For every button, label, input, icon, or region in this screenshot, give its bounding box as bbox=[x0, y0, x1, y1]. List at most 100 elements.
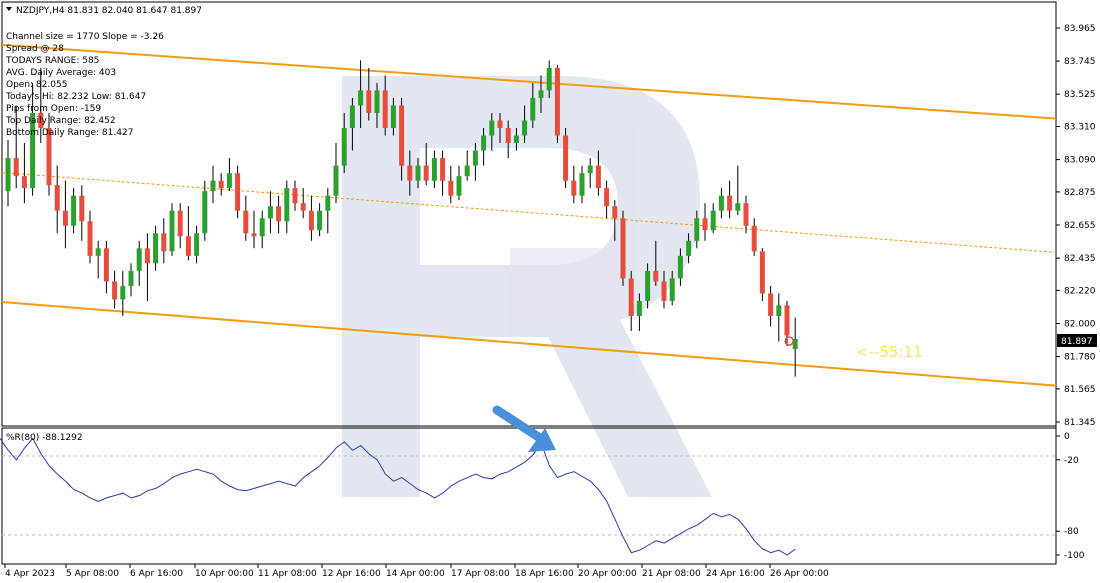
candle-body bbox=[259, 218, 265, 237]
candle-body bbox=[202, 191, 208, 234]
candle bbox=[333, 143, 339, 204]
candle bbox=[103, 240, 109, 294]
info-line: Top Daily Range: 82.452 bbox=[5, 116, 116, 126]
candle bbox=[702, 203, 708, 241]
candle-body bbox=[30, 112, 36, 189]
candle bbox=[62, 180, 68, 249]
candle-body bbox=[595, 165, 601, 189]
candle bbox=[718, 188, 724, 219]
candle bbox=[71, 188, 77, 234]
candle bbox=[308, 195, 314, 241]
candle-body bbox=[382, 90, 388, 129]
candle-body bbox=[653, 270, 659, 282]
candle bbox=[677, 248, 683, 286]
price-tick-label: 83.525 bbox=[1064, 90, 1096, 100]
candle bbox=[727, 180, 733, 219]
candle bbox=[538, 75, 544, 113]
time-tick-label: 26 Apr 00:00 bbox=[770, 569, 829, 579]
candle-body bbox=[513, 135, 519, 144]
candle-body bbox=[636, 300, 642, 316]
candle-body bbox=[62, 210, 68, 226]
candle-body bbox=[226, 173, 232, 189]
countdown-timer: <--55:11 bbox=[856, 343, 923, 361]
candle-body bbox=[776, 305, 782, 316]
candle-body bbox=[735, 203, 741, 211]
candle bbox=[759, 248, 765, 301]
candle-body bbox=[743, 203, 749, 226]
candle-body bbox=[349, 105, 355, 129]
candle bbox=[768, 285, 774, 327]
info-line: AVG. Daily Average: 403 bbox=[6, 68, 116, 78]
time-tick-label: 12 Apr 16:00 bbox=[322, 569, 381, 579]
candle-body bbox=[144, 248, 150, 264]
candle-body bbox=[317, 210, 323, 231]
candle bbox=[235, 165, 241, 219]
candle bbox=[669, 270, 675, 306]
watermark-logo bbox=[342, 76, 712, 497]
candle-body bbox=[710, 210, 716, 231]
channel-bottom-line bbox=[1, 300, 1057, 387]
indicator-tick-label: -20 bbox=[1064, 456, 1079, 466]
dropdown-triangle-icon[interactable] bbox=[6, 7, 12, 11]
candle bbox=[464, 150, 470, 181]
candle bbox=[259, 210, 265, 249]
candle-body bbox=[579, 173, 585, 196]
indicator-tick-label: 0 bbox=[1064, 432, 1070, 442]
candle-body bbox=[407, 165, 413, 181]
chart-title: NZDJPY,H4 81.831 82.040 81.647 81.897 bbox=[16, 6, 202, 16]
candle-body bbox=[235, 173, 241, 211]
candle bbox=[431, 150, 437, 189]
candle-body bbox=[120, 285, 126, 300]
candle-body bbox=[604, 188, 610, 207]
candle bbox=[317, 203, 323, 237]
time-tick-label: 6 Apr 16:00 bbox=[130, 569, 183, 579]
candle-body bbox=[292, 188, 298, 204]
candle-body bbox=[677, 255, 683, 279]
candle bbox=[628, 270, 634, 332]
candle-body bbox=[103, 248, 109, 282]
candle bbox=[210, 165, 216, 204]
candle-body bbox=[628, 278, 634, 316]
candle-body bbox=[38, 112, 44, 129]
candle-body bbox=[390, 105, 396, 129]
candle-body bbox=[267, 206, 273, 219]
candle bbox=[112, 270, 118, 309]
candle bbox=[276, 195, 282, 234]
time-tick-label: 20 Apr 00:00 bbox=[578, 569, 637, 579]
candle-body bbox=[71, 195, 77, 226]
candle bbox=[202, 180, 208, 241]
price-tick-label: 82.875 bbox=[1064, 188, 1096, 198]
candle bbox=[751, 218, 757, 256]
indicator-tick-label: -100 bbox=[1064, 551, 1085, 561]
candle bbox=[46, 112, 52, 196]
candle bbox=[784, 300, 790, 347]
candle bbox=[292, 180, 298, 211]
candle-body bbox=[522, 120, 528, 136]
candle bbox=[390, 97, 396, 136]
candle bbox=[38, 67, 44, 144]
candle bbox=[341, 112, 347, 174]
candle-body bbox=[185, 236, 191, 256]
candle bbox=[563, 128, 569, 189]
candle-body bbox=[366, 90, 372, 113]
time-tick-label: 14 Apr 00:00 bbox=[386, 569, 445, 579]
indicator-label: %R(80) -88.1292 bbox=[6, 433, 83, 443]
candle-body bbox=[587, 165, 593, 174]
candle-body bbox=[448, 180, 454, 196]
info-line: Bottom Daily Range: 81.427 bbox=[6, 128, 133, 138]
last-price-label: 81.897 bbox=[1061, 337, 1093, 347]
candle bbox=[185, 206, 191, 261]
candle bbox=[481, 128, 487, 166]
candle-body bbox=[21, 176, 27, 189]
price-tick-label: 81.565 bbox=[1064, 385, 1096, 395]
candle bbox=[694, 210, 700, 249]
price-tick-label: 82.220 bbox=[1064, 286, 1096, 296]
candle-body bbox=[374, 90, 380, 113]
candle-body bbox=[243, 210, 249, 234]
candle-body bbox=[554, 67, 560, 136]
candle-body bbox=[456, 176, 462, 196]
price-tick-label: 82.655 bbox=[1064, 221, 1096, 231]
candle bbox=[636, 293, 642, 332]
time-tick-label: 18 Apr 16:00 bbox=[515, 569, 574, 579]
